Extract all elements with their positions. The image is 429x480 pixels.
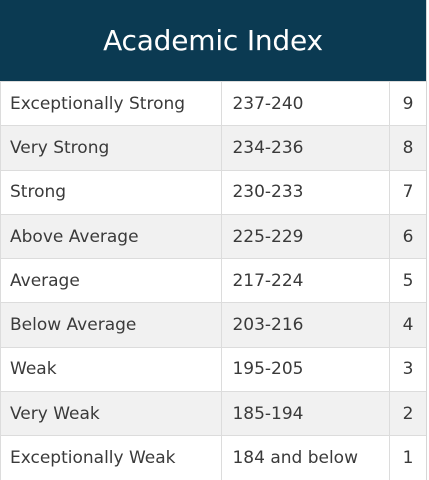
table-row: Average 217-224 5 <box>0 258 426 303</box>
row-score: 6 <box>402 226 414 247</box>
row-score: 3 <box>402 359 414 380</box>
row-score: 9 <box>402 93 414 114</box>
row-label: Average <box>0 259 223 303</box>
row-label: Below Average <box>0 303 223 347</box>
row-score: 5 <box>402 270 414 291</box>
row-range: 234-236 <box>222 126 391 170</box>
table-row: Below Average 203-216 4 <box>0 302 426 347</box>
row-label: Very Weak <box>0 392 223 436</box>
table-row: Weak 195-205 3 <box>0 346 426 392</box>
table-row: Very Strong 234-236 8 <box>0 125 426 170</box>
row-score: 1 <box>402 448 414 469</box>
row-score: 2 <box>402 403 414 424</box>
row-score: 4 <box>402 315 414 336</box>
row-label: Exceptionally Weak <box>0 436 223 480</box>
row-label: Very Strong <box>0 126 223 170</box>
row-range: 184 and below <box>222 436 391 480</box>
row-range: 230-233 <box>222 170 391 214</box>
table-row: Above Average 225-229 6 <box>0 213 426 259</box>
row-score: 7 <box>402 182 414 203</box>
row-label: Strong <box>0 170 223 214</box>
row-range: 203-216 <box>222 303 391 347</box>
table-row: Exceptionally Strong 237-240 9 <box>0 81 426 126</box>
table-title: Academic Index <box>0 0 426 81</box>
row-range: 185-194 <box>222 392 391 436</box>
row-range: 237-240 <box>222 82 391 126</box>
row-range: 195-205 <box>222 347 391 392</box>
row-range: 217-224 <box>222 259 391 303</box>
row-label: Weak <box>0 347 223 392</box>
table-row: Strong 230-233 7 <box>0 169 426 214</box>
row-range: 225-229 <box>222 214 391 259</box>
row-label: Exceptionally Strong <box>0 82 223 126</box>
table-row: Exceptionally Weak 184 and below 1 <box>0 435 426 480</box>
row-score: 8 <box>402 137 414 158</box>
row-label: Above Average <box>0 214 223 259</box>
table-row: Very Weak 185-194 2 <box>0 391 426 436</box>
